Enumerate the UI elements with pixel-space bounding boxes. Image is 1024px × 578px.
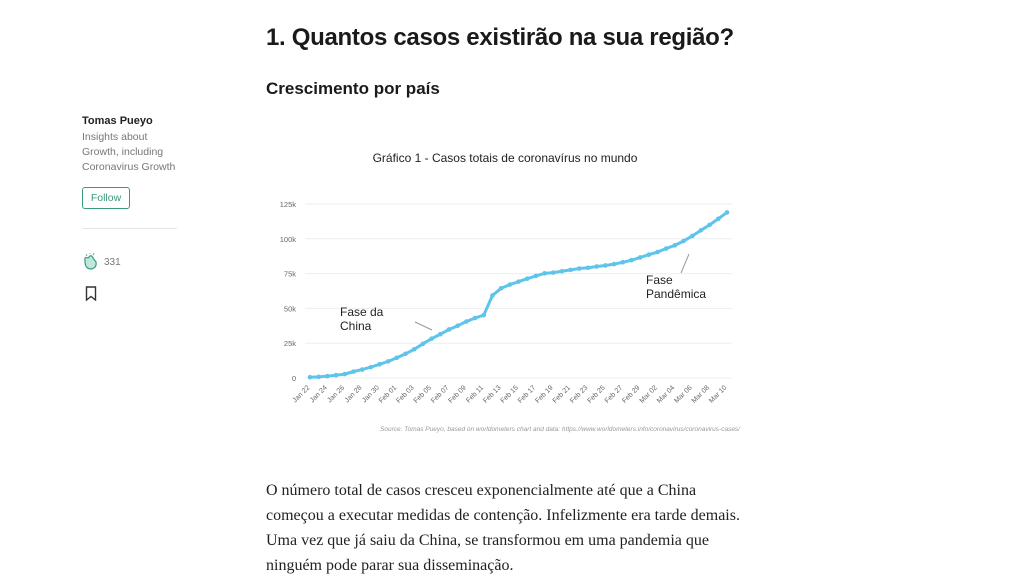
data-point (577, 266, 582, 271)
x-tick-label: Jan 26 (326, 384, 346, 404)
data-point (568, 267, 573, 273)
data-point (724, 210, 730, 215)
bookmark-icon[interactable] (85, 286, 97, 301)
data-point (429, 336, 434, 341)
y-tick-label: 50k (284, 304, 296, 313)
x-tick-label: Feb 13 (482, 384, 502, 404)
cases-chart: Gráfico 1 - Casos totais de coronavírus … (280, 151, 741, 433)
data-point (498, 286, 504, 291)
annotation-pandemic: Pandêmica (646, 287, 706, 301)
data-point (472, 315, 478, 321)
data-point (524, 276, 530, 282)
data-point (707, 222, 712, 228)
x-tick-label: Jan 24 (309, 384, 329, 404)
x-tick-label: Jan 28 (344, 384, 364, 404)
author-bio: Insights about Growth, including Coronav… (82, 131, 176, 173)
x-tick-label: Feb 29 (621, 384, 641, 404)
data-point (464, 319, 469, 324)
chart-title: Gráfico 1 - Casos totais de coronavírus … (373, 151, 638, 165)
follow-button[interactable]: Follow (82, 187, 130, 209)
x-tick-label: Feb 19 (534, 384, 554, 404)
article-heading: 1. Quantos casos existirão na sua região… (266, 24, 734, 51)
section-subheading: Crescimento por país (266, 79, 440, 98)
data-point (559, 268, 565, 274)
data-point (672, 243, 678, 248)
data-point (333, 372, 339, 378)
x-tick-label: Feb 03 (395, 384, 415, 404)
x-tick-label: Mar 04 (656, 384, 676, 404)
data-point (377, 362, 382, 367)
data-point (307, 374, 313, 380)
data-point (368, 364, 374, 370)
y-tick-label: 75k (284, 270, 296, 279)
x-tick-label: Mar 10 (708, 384, 728, 404)
data-point (594, 264, 599, 269)
data-point (351, 369, 356, 374)
author-name[interactable]: Tomas Pueyo (82, 115, 153, 127)
data-point (411, 346, 417, 352)
data-point (585, 265, 591, 271)
y-tick-label: 0 (292, 374, 296, 383)
data-point (655, 249, 660, 255)
data-point (490, 293, 495, 298)
data-point (385, 359, 391, 364)
data-point (394, 355, 400, 361)
annotation-arrow (414, 321, 433, 331)
x-tick-label: Feb 09 (447, 384, 467, 404)
data-point (629, 257, 634, 263)
x-tick-label: Feb 25 (586, 384, 606, 404)
x-tick-label: Mar 02 (639, 384, 659, 404)
x-tick-label: Mar 06 (673, 384, 693, 404)
data-point (637, 255, 643, 260)
data-point (420, 341, 426, 347)
data-point (403, 351, 408, 357)
data-point (481, 312, 487, 318)
x-tick-label: Feb 21 (552, 384, 572, 404)
data-point (689, 233, 695, 239)
data-point (603, 263, 608, 268)
x-tick-label: Feb 07 (430, 384, 450, 404)
y-tick-label: 125k (280, 200, 297, 209)
data-point (342, 371, 348, 377)
data-point (507, 282, 513, 287)
data-point (611, 261, 617, 267)
x-tick-label: Feb 23 (569, 384, 589, 404)
annotation-arrow (680, 253, 690, 274)
data-point (455, 323, 460, 329)
x-tick-label: Feb 17 (517, 384, 537, 404)
data-point (316, 374, 321, 380)
x-tick-label: Feb 27 (604, 384, 624, 404)
clap-icon[interactable] (81, 253, 99, 271)
data-point (516, 279, 521, 284)
y-tick-label: 100k (280, 235, 297, 244)
data-point (698, 228, 704, 233)
data-point (325, 373, 330, 379)
x-tick-label: Feb 05 (413, 384, 433, 404)
sidebar-divider (82, 228, 177, 229)
y-tick-label: 25k (284, 339, 296, 348)
x-tick-label: Mar 08 (691, 384, 711, 404)
annotation-pandemic: Fase (646, 273, 673, 287)
data-point (716, 216, 721, 222)
data-point (550, 270, 556, 275)
annotation-china: China (340, 319, 372, 333)
data-point (681, 238, 686, 244)
data-point (438, 331, 443, 337)
x-tick-label: Jan 22 (292, 384, 312, 404)
x-tick-label: Feb 15 (500, 384, 520, 404)
data-point (359, 367, 365, 372)
data-point (620, 260, 626, 265)
x-tick-label: Feb 01 (378, 384, 398, 404)
annotation-china: Fase da (340, 305, 384, 319)
data-point (533, 273, 539, 279)
data-point (646, 252, 652, 257)
clap-count: 331 (104, 257, 121, 268)
x-tick-label: Feb 11 (465, 384, 485, 404)
article-paragraph: O número total de casos cresceu exponenc… (266, 482, 740, 574)
data-point (446, 327, 452, 332)
data-point (663, 246, 669, 251)
data-point (542, 271, 547, 276)
chart-source: Source: Tomas Pueyo, based on worldomete… (380, 426, 741, 433)
